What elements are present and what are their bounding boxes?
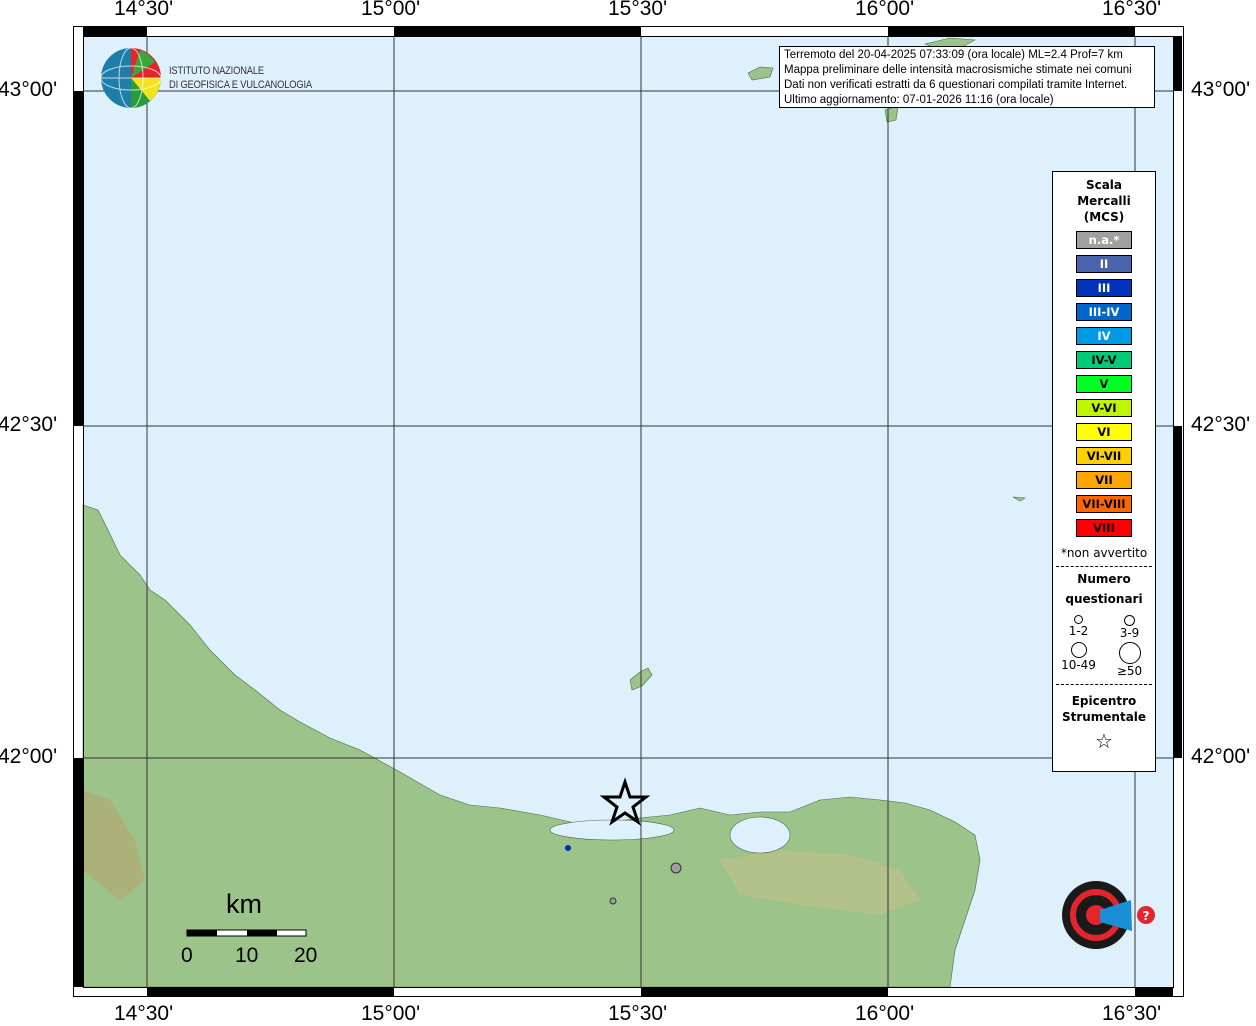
- legend-title-line: Scala: [1085, 178, 1123, 192]
- gargano-relief: [720, 850, 920, 915]
- lon-tick-top: 16°30': [1102, 0, 1162, 20]
- size-1-2: 1-2: [1053, 615, 1104, 640]
- size-3-9: 3-9: [1104, 615, 1155, 640]
- circle-icon: [1124, 615, 1135, 626]
- legend-title-line: Strumentale: [1061, 710, 1147, 724]
- lon-tick-top: 15°00': [361, 0, 421, 20]
- ingv-line1: ISTITUTO NAZIONALE: [169, 65, 264, 77]
- divider: [1056, 566, 1152, 567]
- last-update: Ultimo aggiornamento: 07-01-2026 11:16 (…: [784, 94, 1054, 106]
- island: [747, 66, 774, 81]
- legend-title-line: questionari: [1065, 592, 1143, 606]
- questionnaires-title: Numero questionari: [1053, 569, 1155, 609]
- circle-icon: [1070, 642, 1087, 658]
- scale-label: 0: [181, 944, 193, 967]
- lat-tick-right: 43°00': [1191, 78, 1251, 101]
- legend-title: Scala Mercalli (MCS): [1053, 177, 1155, 225]
- legend-title-line: (MCS): [1083, 210, 1125, 224]
- svg-text:?: ?: [1143, 909, 1150, 923]
- scale-label: 10: [235, 944, 259, 967]
- lon-tick-bottom: 14°30': [114, 1002, 174, 1025]
- intensity-swatch: VI-VII: [1076, 447, 1132, 465]
- hsit-logo: ?: [1062, 881, 1155, 949]
- event-line: Terremoto del 20-04-2025 07:33:09 (ora l…: [784, 49, 1123, 61]
- lon-tick-top: 15°30': [608, 0, 668, 20]
- intensity-swatch: V-VI: [1076, 399, 1132, 417]
- map-description: Mappa preliminare delle intensità macros…: [784, 64, 1132, 76]
- legend-note: *non avvertito: [1060, 546, 1148, 560]
- size-label: 1-2: [1068, 624, 1089, 638]
- lon-tick-bottom: 16°30': [1102, 1002, 1162, 1025]
- epicenter-title: Epicentro Strumentale: [1053, 693, 1155, 725]
- intensity-swatch: VIII: [1076, 519, 1132, 537]
- lat-tick-right: 42°00': [1191, 745, 1251, 768]
- legend-title-line: Epicentro: [1071, 694, 1137, 708]
- size-50: ≥50: [1104, 642, 1155, 678]
- scale-label: 20: [294, 944, 318, 967]
- event-info-box: Terremoto del 20-04-2025 07:33:09 (ora l…: [779, 46, 1155, 108]
- scale-unit: km: [226, 889, 262, 919]
- lon-tick-top: 14°30': [114, 0, 174, 20]
- lon-tick-bottom: 16°00': [855, 1002, 915, 1025]
- epicenter-star-icon[interactable]: [599, 777, 651, 826]
- ingv-logo-globe: [100, 47, 162, 109]
- intensity-swatch: III-IV: [1076, 303, 1132, 321]
- lon-tick-top: 16°00': [855, 0, 915, 20]
- circle-icon: [1074, 615, 1083, 624]
- intensity-swatch: VII: [1076, 471, 1132, 489]
- intensity-swatch: II: [1076, 255, 1132, 273]
- size-label: ≥50: [1116, 664, 1143, 678]
- intensity-swatch: VI: [1076, 423, 1132, 441]
- ingv-logo-text: ISTITUTO NAZIONALE DI GEOFISICA E VULCAN…: [169, 64, 312, 92]
- data-note: Dati non verificati estratti da 6 questi…: [784, 79, 1128, 91]
- lat-tick-left: 42°30': [0, 413, 58, 436]
- lon-tick-bottom: 15°30': [608, 1002, 668, 1025]
- observation-point[interactable]: [670, 862, 682, 874]
- island: [1012, 496, 1026, 502]
- divider: [1056, 684, 1152, 685]
- lat-tick-left: 42°00': [0, 745, 58, 768]
- intensity-swatch: n.a.*: [1076, 231, 1132, 249]
- intensity-swatch: IV-V: [1076, 351, 1132, 369]
- legend: Scala Mercalli (MCS) n.a.* II III III-IV IV I…: [1052, 171, 1156, 772]
- size-10-49: 10-49: [1053, 642, 1104, 678]
- intensity-swatch: V: [1076, 375, 1132, 393]
- scale-bar: [186, 929, 307, 937]
- ingv-line2: DI GEOFISICA E VULCANOLOGIA: [169, 79, 312, 91]
- intensity-swatch: VII-VIII: [1076, 495, 1132, 513]
- intensity-swatch: IV: [1076, 327, 1132, 345]
- mountains-relief: [83, 790, 145, 900]
- legend-title-line: Numero: [1077, 572, 1131, 586]
- size-label: 3-9: [1119, 626, 1140, 640]
- size-label: 10-49: [1061, 658, 1096, 672]
- observation-point[interactable]: [609, 897, 617, 905]
- observation-point[interactable]: [565, 845, 571, 851]
- lat-tick-right: 42°30': [1191, 413, 1251, 436]
- questionnaire-sizes: 1-2 3-9 10-49 ≥50: [1053, 615, 1155, 678]
- map-frame: [73, 26, 1184, 997]
- lat-tick-left: 43°00': [0, 78, 58, 101]
- intensity-swatch: III: [1076, 279, 1132, 297]
- varano-lagoon: [729, 816, 791, 854]
- circle-icon: [1118, 642, 1141, 664]
- legend-title-line: Mercalli: [1077, 194, 1131, 208]
- lon-tick-bottom: 15°00': [361, 1002, 421, 1025]
- intensity-scale: n.a.* II III III-IV IV IV-V V V-VI VI VI-VII VII VI…: [1053, 231, 1155, 537]
- star-icon: ☆: [1095, 729, 1113, 753]
